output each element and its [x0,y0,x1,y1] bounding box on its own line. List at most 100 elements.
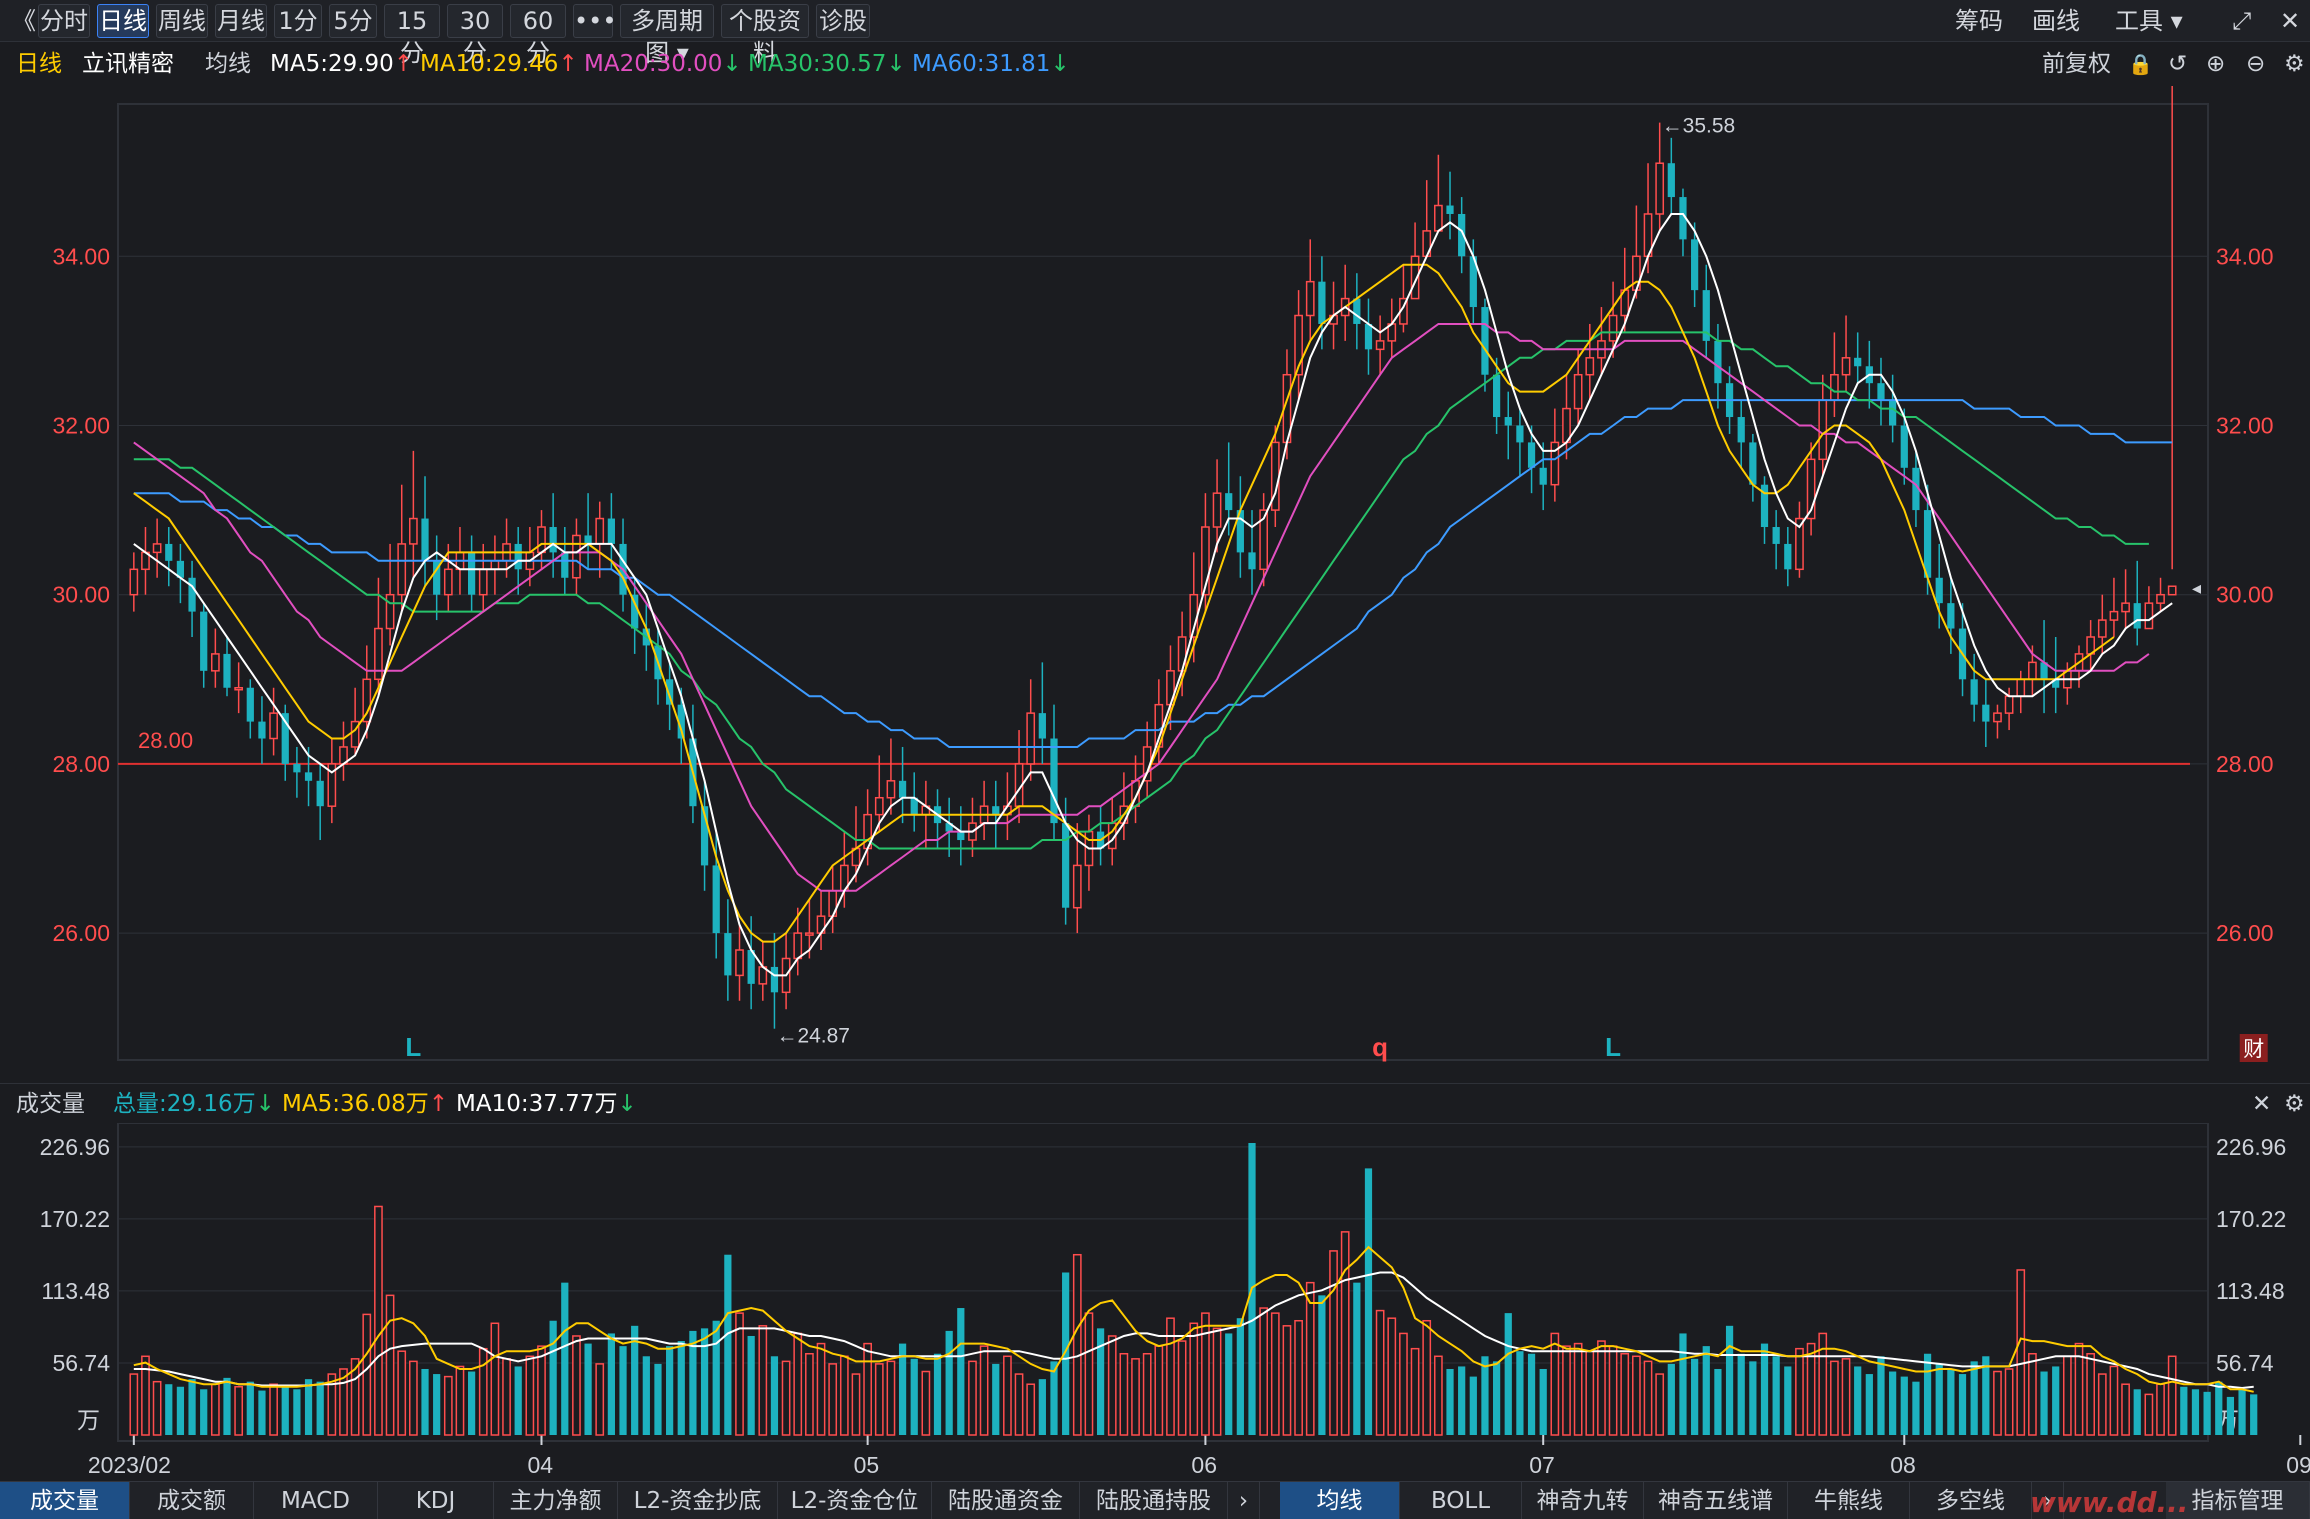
candle [1248,510,1256,595]
candle-body-down [1225,493,1233,511]
tab-main-net[interactable]: 主力净额 [494,1482,618,1519]
lock-icon[interactable]: 🔒 [2128,52,2153,76]
chip-distribution-button[interactable]: 筹码 [1955,7,2003,35]
candle-body-down [433,560,441,595]
multi-period-dropdown[interactable]: 多周期图 ▾ [620,4,714,67]
tab-5min[interactable]: 5分 [329,4,377,38]
volume-settings-gear-icon[interactable]: ⚙ [2284,1091,2305,1117]
volume-chart[interactable]: 56.74 56.74 113.48 113.48 170.22 170.22 226.96… [0,1123,2310,1481]
volume-bar-up [1259,1307,1269,1436]
fuquan-dropdown[interactable]: 前复权 [2042,51,2111,77]
more-periods-button[interactable]: ••• [573,4,616,38]
candle-body-down [957,831,965,841]
tools-dropdown[interactable]: 工具 ▾ [2115,7,2183,35]
arrow-down-icon: ↓ [886,51,906,77]
tab-rixian[interactable]: 日线 [97,4,149,38]
collapse-icon[interactable]: 《 [12,7,36,35]
ma-label[interactable]: 均线 [205,51,251,77]
tab-1min[interactable]: 1分 [274,4,322,38]
volume-bar-down [898,1343,907,1435]
vol_ma5-line [133,1245,2254,1393]
close-icon[interactable]: ✕ [2280,7,2301,35]
stock-name[interactable]: 立讯精密 [82,51,174,77]
tab-macd[interactable]: MACD [254,1482,378,1519]
candle [490,535,500,595]
tab-bull-bear[interactable]: 牛熊线 [1788,1482,1910,1519]
candle [1970,653,1978,722]
volume-bar-up [1841,1358,1851,1436]
candle-body-down [316,780,324,807]
volume-bar-down [433,1374,441,1435]
candle [1084,814,1094,891]
kline-chart[interactable]: 26.00 26.00 28.00 28.00 30.00 30.00 32.00 32.00… [0,86,2310,1082]
volume-bar-up [1387,1317,1397,1436]
candle-body-up [805,932,814,936]
volume-bar-up [443,1375,453,1436]
close-volume-icon[interactable]: ✕ [2252,1091,2272,1117]
stock-profile-button[interactable]: 个股资料 [721,4,809,67]
tab-ma[interactable]: 均线 [1280,1482,1400,1519]
zoom-in-icon[interactable]: ⊕ [2206,51,2226,77]
volume-bar-up [1434,1355,1443,1436]
chevron-right-icon[interactable]: › [1228,1482,1260,1519]
candle-body-down [258,721,266,739]
candle [1072,823,1082,934]
volume-bar-up [781,1360,791,1436]
volume-bar-down [700,1328,709,1435]
watermark: www.dd... [2030,1486,2189,1519]
chevron-right-icon[interactable]: › [2032,1482,2064,1519]
y-tick-label-left: 32.00 [52,412,110,438]
volume-bar-up [1422,1319,1432,1436]
candle-body-down [1760,484,1769,528]
candle-body-down [1749,442,1757,485]
tab-magic-nine[interactable]: 神奇九转 [1522,1482,1644,1519]
tab-60min[interactable]: 60分 [510,4,566,67]
ma60-value: MA60:31.81↓ [912,51,1070,77]
volume-bar-up [2074,1342,2084,1436]
tab-long-short[interactable]: 多空线 [1910,1482,2032,1519]
candle [1340,264,1350,341]
volume-bar-down [258,1390,266,1435]
tab-hk-connect-funds[interactable]: 陆股通资金 [932,1482,1080,1519]
candle [1434,154,1443,232]
candle [1422,180,1432,258]
candle [1841,315,1851,392]
candle [1550,408,1560,502]
candle-body-down [1714,340,1722,384]
tab-kdj[interactable]: KDJ [378,1482,494,1519]
tab-boll[interactable]: BOLL [1400,1482,1522,1519]
candle [316,763,324,841]
drawing-button[interactable]: 画线 [2032,7,2080,35]
tab-30min[interactable]: 30分 [447,4,503,67]
candle [758,941,768,1001]
zoom-out-icon[interactable]: ⊖ [2246,51,2266,77]
indicator-manage-button[interactable]: 指标管理 [2166,1482,2310,1519]
tab-hk-connect-holdings[interactable]: 陆股通持股 [1080,1482,1228,1519]
volume-bar-down [770,1356,779,1435]
tab-volume[interactable]: 成交量 [0,1482,130,1519]
volume-bar-down [712,1320,720,1435]
tab-15min[interactable]: 15分 [384,4,440,67]
tab-zhouxian[interactable]: 周线 [156,4,208,38]
ma30-value: MA30:30.57↓ [748,51,906,77]
tab-fenshi[interactable]: 分时 [38,4,90,38]
tab-l2-bottom[interactable]: L2-资金抄底 [618,1482,778,1519]
volume-bar-up [1620,1352,1630,1436]
volume-title[interactable]: 成交量 [16,1091,85,1117]
diagnose-button[interactable]: 诊股 [816,4,870,38]
candle [1375,315,1385,375]
tab-yuexian[interactable]: 月线 [215,4,267,38]
y-tick-label-right: 28.00 [2216,751,2274,777]
candle [1585,323,1595,401]
tab-turnover[interactable]: 成交额 [130,1482,254,1519]
fullscreen-icon[interactable]: ⤢ [2232,7,2252,35]
candle-body-up [735,949,744,977]
volume-bar-down [467,1371,476,1435]
tab-magic-five[interactable]: 神奇五线谱 [1644,1482,1788,1519]
undo-icon[interactable]: ↺ [2168,51,2188,77]
volume-bar-up [2109,1365,2119,1436]
volume-bar-up [1329,1250,1338,1436]
volume-bar-up [525,1355,535,1436]
tab-l2-position[interactable]: L2-资金仓位 [778,1482,932,1519]
settings-gear-icon[interactable]: ⚙ [2284,51,2305,77]
